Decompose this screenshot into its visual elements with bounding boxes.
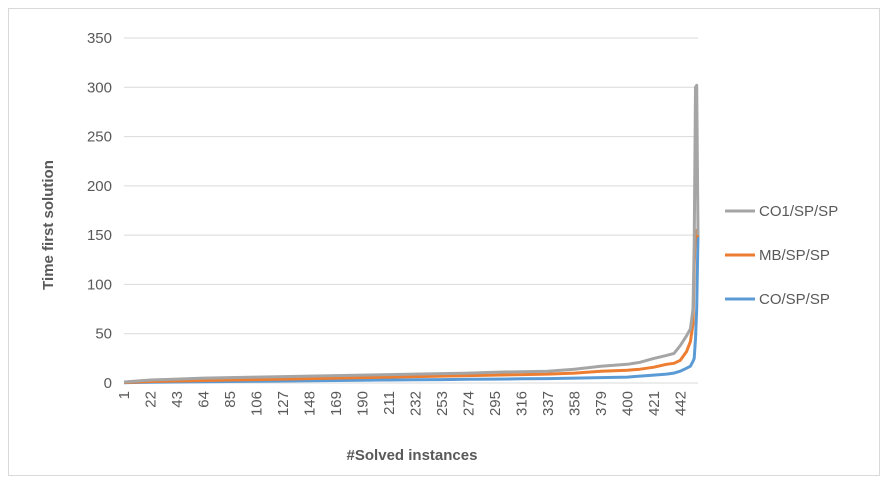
series-line-co-sp-sp xyxy=(123,235,700,385)
y-tick-label-300: 300 xyxy=(87,79,112,96)
x-tick-label-43: 43 xyxy=(169,391,186,408)
legend-label-co-sp-sp: CO/SP/SP xyxy=(759,291,830,308)
x-tick-label-274: 274 xyxy=(460,391,477,416)
y-tick-label-150: 150 xyxy=(87,227,112,244)
y-tick-label-200: 200 xyxy=(87,178,112,195)
y-tick-label-50: 50 xyxy=(95,326,112,343)
x-tick-label-1: 1 xyxy=(116,391,133,399)
x-tick-label-232: 232 xyxy=(407,391,424,416)
x-axis: 1 22 43 64 85 106 127 148 169 190 211 232 253 274 295 3… xyxy=(116,382,698,416)
x-tick-label-358: 358 xyxy=(566,391,583,416)
x-tick-label-85: 85 xyxy=(222,391,239,408)
y-tick-label-100: 100 xyxy=(87,276,112,293)
x-tick-label-148: 148 xyxy=(301,391,318,416)
y-axis: 0 50 100 150 200 250 300 350 xyxy=(87,30,112,392)
x-tick-label-442: 442 xyxy=(672,391,689,416)
series-lines xyxy=(123,83,700,385)
x-tick-label-316: 316 xyxy=(513,391,530,416)
chart-frame: 0 50 100 150 200 250 300 350 1 22 43 64 85 106 127 148… xyxy=(8,8,880,476)
x-tick-label-127: 127 xyxy=(275,391,292,416)
x-tick-label-295: 295 xyxy=(487,391,504,416)
legend: CO1/SP/SP MB/SP/SP CO/SP/SP xyxy=(725,203,838,308)
x-tick-label-400: 400 xyxy=(619,391,636,416)
x-tick-label-22: 22 xyxy=(142,391,159,408)
x-tick-label-64: 64 xyxy=(195,391,212,408)
x-axis-title: #Solved instances xyxy=(347,447,478,464)
y-axis-title: Time first solution xyxy=(40,160,57,290)
x-tick-label-337: 337 xyxy=(540,391,557,416)
y-tick-label-350: 350 xyxy=(87,30,112,47)
legend-label-mb-sp-sp: MB/SP/SP xyxy=(759,247,830,264)
x-tick-label-106: 106 xyxy=(248,391,265,416)
y-tick-label-250: 250 xyxy=(87,129,112,146)
gridlines xyxy=(124,37,698,335)
series-line-co1-sp-sp xyxy=(123,83,700,384)
x-tick-label-211: 211 xyxy=(381,391,398,415)
series-line-mb-sp-sp xyxy=(123,228,700,384)
y-tick-label-0: 0 xyxy=(104,375,112,392)
x-tick-label-253: 253 xyxy=(434,391,451,416)
x-tick-label-421: 421 xyxy=(646,391,663,416)
x-tick-label-169: 169 xyxy=(328,391,345,416)
x-tick-label-379: 379 xyxy=(593,391,610,416)
legend-label-co1-sp-sp: CO1/SP/SP xyxy=(759,203,838,220)
line-chart: 0 50 100 150 200 250 300 350 1 22 43 64 85 106 127 148… xyxy=(40,30,838,464)
x-tick-label-190: 190 xyxy=(354,391,371,416)
